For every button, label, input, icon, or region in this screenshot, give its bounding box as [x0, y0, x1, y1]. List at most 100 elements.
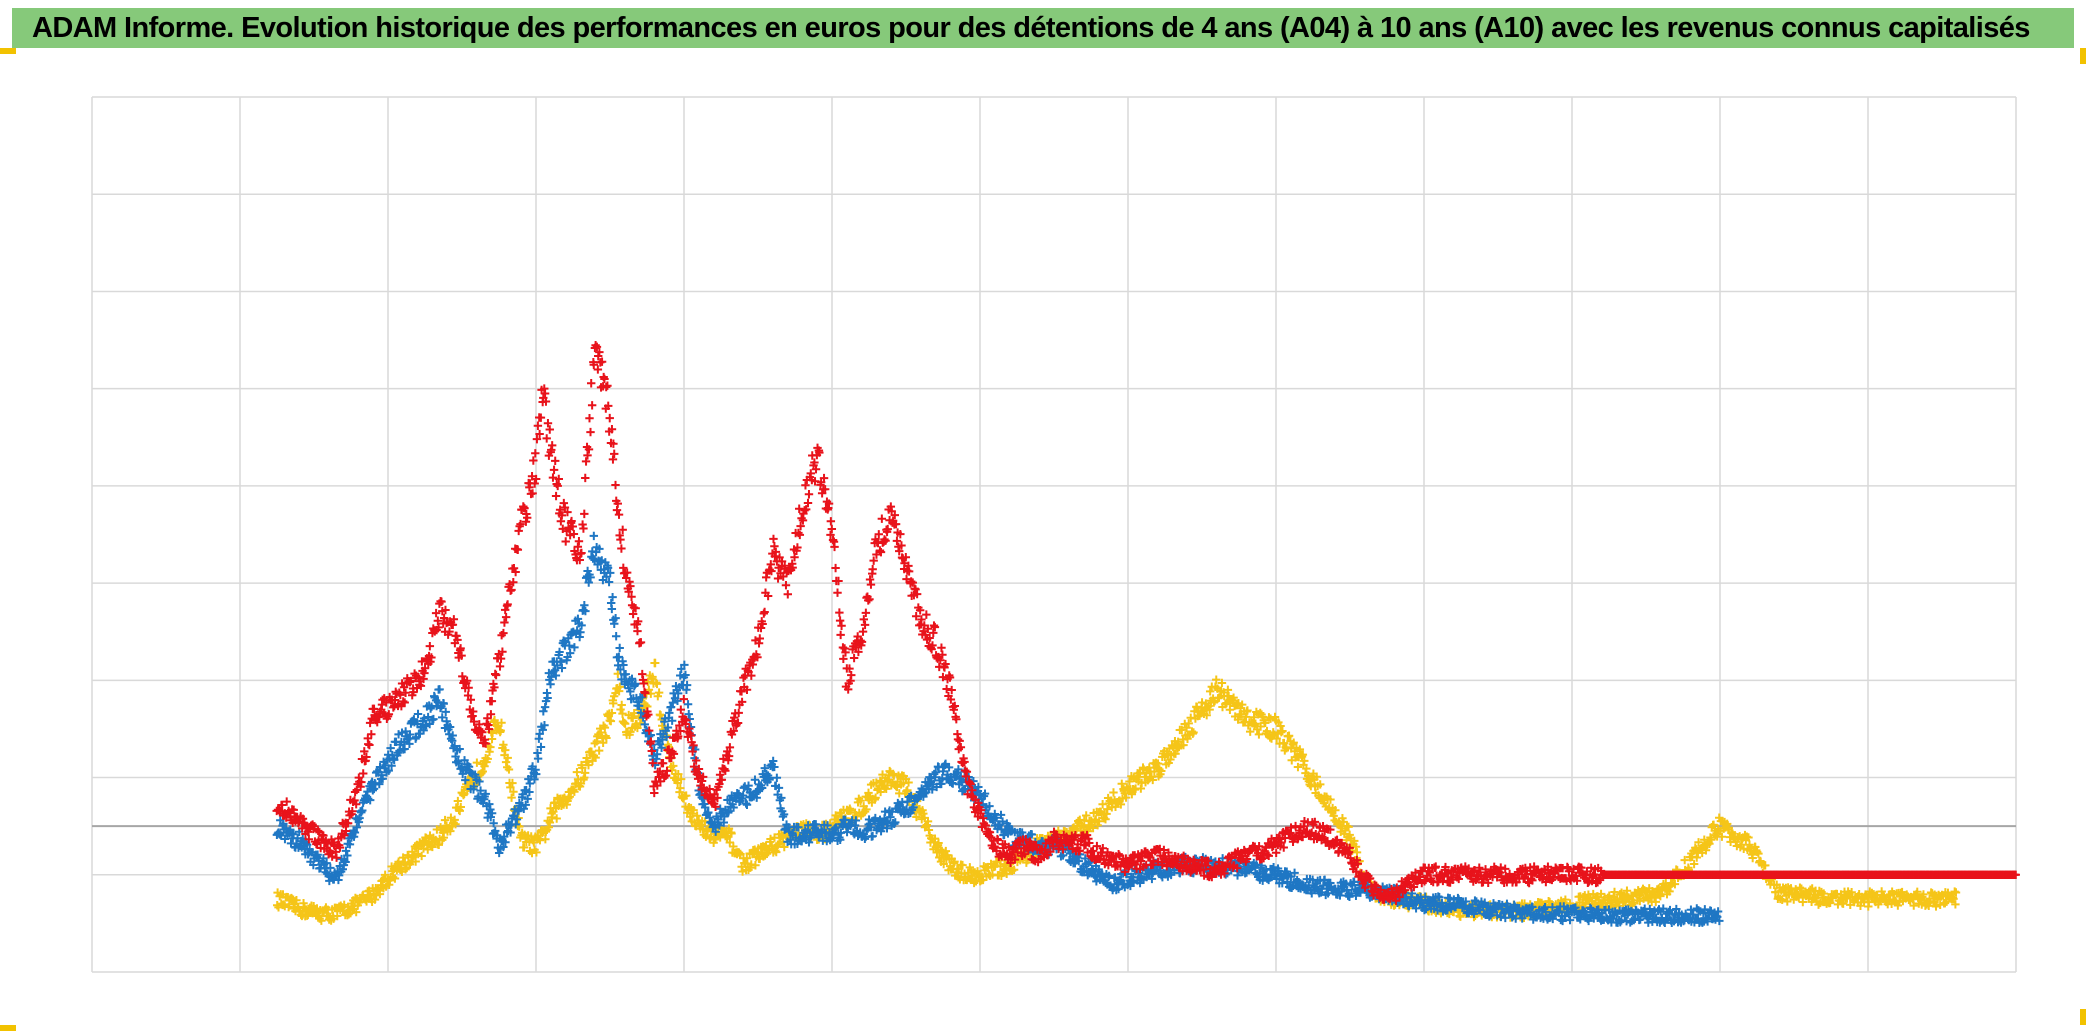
corner-mark-bottom-left — [0, 1025, 16, 1031]
data-point — [572, 767, 582, 777]
data-point — [610, 449, 619, 459]
data-point — [679, 694, 689, 704]
data-point — [509, 787, 518, 796]
data-point — [351, 907, 361, 917]
data-point — [1266, 714, 1275, 723]
data-point — [531, 449, 540, 458]
data-point — [607, 708, 617, 718]
data-point — [535, 836, 545, 845]
data-point — [589, 531, 599, 541]
chart-plot-area — [272, 341, 2020, 928]
data-point — [370, 895, 380, 904]
data-point — [428, 842, 437, 852]
data-point — [804, 490, 814, 499]
data-point — [682, 791, 691, 800]
data-point — [390, 874, 400, 883]
data-point — [618, 709, 627, 718]
data-point — [501, 757, 511, 767]
data-point — [580, 509, 589, 519]
data-point — [727, 829, 736, 838]
data-point — [847, 670, 856, 680]
data-point — [409, 851, 419, 860]
data-point — [608, 592, 617, 602]
data-point — [451, 819, 460, 829]
data-point — [864, 815, 874, 824]
data-point — [380, 870, 390, 880]
data-point — [500, 618, 509, 627]
data-point — [411, 857, 420, 866]
data-point — [580, 768, 590, 778]
data-point — [545, 818, 555, 827]
data-point — [401, 865, 410, 874]
data-point — [780, 842, 789, 852]
data-point — [586, 427, 595, 437]
data-point — [650, 788, 659, 798]
data-point — [583, 451, 592, 460]
corner-mark-bottom-right — [2080, 1009, 2086, 1025]
data-point — [536, 413, 546, 422]
data-point — [833, 588, 842, 597]
data-point — [856, 796, 865, 805]
data-point — [587, 401, 597, 410]
data-point — [561, 537, 570, 546]
data-point — [868, 831, 877, 841]
data-point — [587, 379, 596, 388]
data-point — [617, 700, 626, 710]
data-point — [766, 834, 775, 844]
data-point — [1352, 848, 1362, 857]
data-point — [615, 643, 624, 653]
data-point — [519, 843, 529, 852]
data-point — [1284, 731, 1294, 740]
data-point — [543, 419, 553, 428]
data-point — [584, 760, 593, 770]
data-point — [494, 848, 504, 858]
data-point — [836, 630, 845, 640]
data-point — [866, 580, 876, 589]
data-point — [877, 514, 887, 523]
data-point — [628, 713, 637, 723]
data-point — [317, 916, 326, 925]
chart-title: ADAM Informe. Evolution historique des p… — [32, 11, 2030, 44]
data-point — [446, 826, 455, 836]
data-point — [611, 480, 620, 490]
data-point — [507, 793, 516, 802]
data-point — [729, 842, 738, 851]
data-point — [1445, 894, 1455, 903]
data-point — [591, 753, 600, 762]
data-point — [609, 699, 618, 708]
data-point — [491, 670, 501, 680]
data-point — [849, 653, 859, 663]
data-point — [880, 783, 889, 792]
data-point — [621, 669, 630, 679]
data-point — [876, 787, 885, 797]
data-point — [460, 789, 469, 799]
data-point — [669, 761, 678, 771]
data-point — [551, 456, 560, 466]
data-point — [871, 793, 880, 802]
data-point — [1556, 915, 1565, 925]
data-point — [359, 769, 368, 778]
data-point — [579, 524, 588, 533]
data-point — [501, 745, 510, 755]
data-point — [607, 604, 617, 614]
data-point — [770, 541, 779, 551]
data-point — [487, 696, 497, 706]
data-point — [594, 746, 604, 755]
data-point — [529, 838, 539, 847]
data-point — [375, 889, 385, 899]
data-point — [556, 517, 566, 526]
data-point — [504, 765, 514, 774]
data-point — [919, 809, 928, 818]
data-point — [676, 783, 685, 793]
data-point — [602, 733, 611, 743]
data-point — [413, 709, 423, 719]
data-point — [431, 608, 441, 618]
data-point — [930, 622, 940, 632]
data-point — [769, 534, 778, 544]
data-point — [605, 413, 614, 423]
corner-mark-top-left — [0, 48, 16, 54]
data-point — [950, 857, 959, 866]
data-point — [453, 796, 463, 806]
data-point — [486, 742, 495, 752]
data-point — [868, 565, 877, 574]
